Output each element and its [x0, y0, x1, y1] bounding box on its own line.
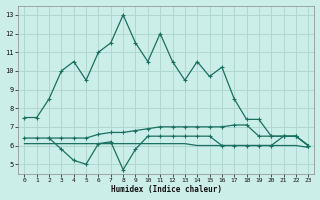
X-axis label: Humidex (Indice chaleur): Humidex (Indice chaleur) — [111, 185, 222, 194]
